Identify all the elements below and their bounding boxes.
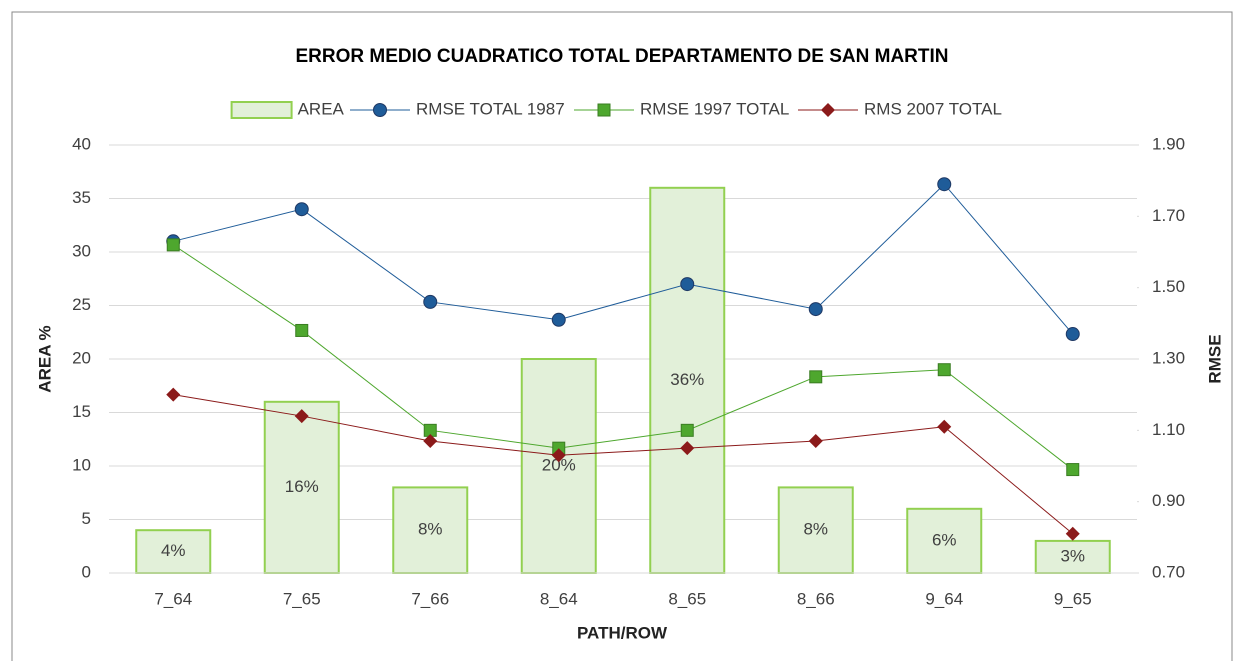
y-tick-label: 30	[72, 241, 91, 260]
y2-tick-label: 1.10	[1152, 420, 1185, 439]
bar	[1034, 539, 1111, 575]
point	[1065, 327, 1080, 342]
point	[937, 177, 952, 192]
point	[1066, 463, 1080, 477]
frame	[11, 11, 1233, 666]
point	[1065, 526, 1080, 541]
legend-swatch	[230, 101, 293, 119]
x-tick-label: 8_65	[668, 589, 706, 608]
y2-axis-title: RMSE	[1205, 334, 1224, 383]
y-axis-title: AREA %	[35, 325, 54, 392]
y-tick-label: 0	[82, 562, 91, 581]
point	[551, 448, 566, 463]
x-tick-label: 8_66	[797, 589, 835, 608]
point	[809, 370, 823, 384]
bar	[392, 486, 469, 574]
legend-marker	[597, 103, 611, 117]
x-tick-label: 7_66	[411, 589, 449, 608]
y2-tick-label: 0.70	[1152, 562, 1185, 581]
y-tick-label: 35	[72, 188, 91, 207]
y2-tick-label: 1.70	[1152, 206, 1185, 225]
y-tick-label: 40	[72, 134, 91, 153]
point	[423, 294, 438, 309]
point	[808, 434, 823, 449]
x-tick-label: 7_65	[283, 589, 321, 608]
point	[166, 238, 180, 252]
x-tick-label: 7_64	[154, 589, 192, 608]
bar	[906, 507, 983, 574]
y-tick-label: 20	[72, 348, 91, 367]
data-label: 4%	[161, 541, 186, 560]
point	[808, 302, 823, 317]
x-tick-label: 9_64	[925, 589, 963, 608]
legend-label: RMSE TOTAL 1987	[416, 99, 565, 118]
line	[172, 244, 1074, 470]
point	[294, 202, 309, 217]
point	[294, 409, 309, 424]
point	[680, 277, 695, 292]
legend-marker	[821, 103, 835, 117]
data-label: 8%	[418, 520, 443, 539]
y-tick-label: 15	[72, 402, 91, 421]
y2-tick-label: 0.90	[1152, 491, 1185, 510]
point	[551, 312, 566, 327]
line	[173, 394, 1074, 535]
point	[680, 423, 694, 437]
x-axis-title: PATH/ROW	[577, 623, 668, 642]
point	[937, 419, 952, 434]
y2-tick-label: 1.90	[1152, 134, 1185, 153]
point	[937, 363, 951, 377]
x-tick-label: 8_64	[540, 589, 578, 608]
chart-title: ERROR MEDIO CUADRATICO TOTAL DEPARTAMENT…	[295, 46, 948, 67]
bar	[777, 486, 854, 574]
data-label: 3%	[1060, 546, 1085, 565]
point	[680, 441, 695, 456]
y-tick-label: 10	[72, 455, 91, 474]
line	[173, 183, 1074, 335]
y-tick-label: 25	[72, 295, 91, 314]
bar	[520, 358, 597, 574]
point	[295, 323, 309, 337]
y2-tick-label: 1.30	[1152, 348, 1185, 367]
data-label: 16%	[285, 477, 319, 496]
bar	[649, 186, 726, 575]
data-label: 8%	[803, 520, 828, 539]
x-tick-label: 9_65	[1054, 589, 1092, 608]
data-label: 36%	[670, 370, 704, 389]
point	[423, 434, 438, 449]
data-label: 6%	[932, 530, 957, 549]
legend-label: AREA	[298, 99, 345, 118]
legend-label: RMSE 1997 TOTAL	[640, 99, 789, 118]
data-label: 20%	[542, 455, 576, 474]
y-tick-label: 5	[82, 509, 91, 528]
legend-marker	[373, 103, 387, 117]
y2-tick-label: 1.50	[1152, 277, 1185, 296]
bar	[263, 400, 340, 574]
legend-label: RMS 2007 TOTAL	[864, 99, 1002, 118]
point	[166, 387, 181, 402]
